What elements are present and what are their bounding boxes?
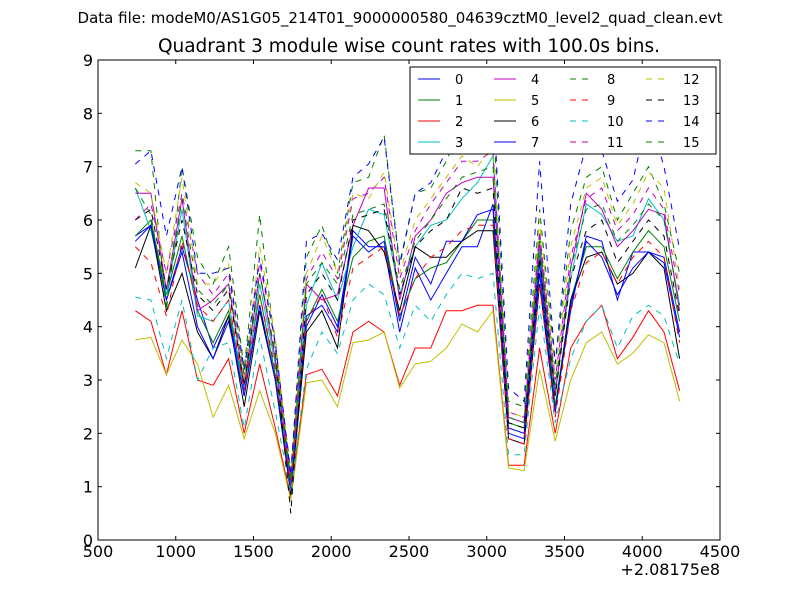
y-tick-label: 1	[83, 478, 93, 497]
x-tick-label: 4500	[700, 542, 741, 561]
legend-label-10: 10	[607, 115, 624, 130]
legend-label-12: 12	[683, 73, 700, 88]
legend-label-7: 7	[531, 136, 539, 151]
y-tick-label: 8	[83, 104, 93, 123]
y-tick-label: 0	[83, 531, 93, 550]
legend-frame	[409, 66, 717, 155]
y-tick-label: 4	[83, 318, 93, 337]
y-tick-label: 3	[83, 371, 93, 390]
series-line-12	[135, 143, 681, 482]
series-line-5	[135, 309, 681, 501]
legend-label-2: 2	[455, 115, 463, 130]
x-axis-offset-label: +2.08175e8	[620, 560, 720, 579]
legend-label-15: 15	[683, 136, 700, 151]
y-tick-label: 9	[83, 51, 93, 70]
y-tick-label: 7	[83, 158, 93, 177]
series-line-6	[134, 223, 681, 495]
legend-label-11: 11	[607, 136, 624, 151]
series-line-14	[134, 96, 681, 477]
series-line-1	[134, 218, 681, 487]
y-tick-label: 6	[83, 211, 93, 230]
x-tick-label: 4000	[622, 542, 663, 561]
x-tick-label: 2000	[311, 542, 352, 561]
series-line-15	[134, 166, 681, 482]
series-line-0	[135, 203, 681, 490]
legend-label-0: 0	[455, 73, 463, 88]
series-line-13	[135, 187, 681, 514]
legend-label-14: 14	[683, 115, 700, 130]
x-tick-label: 2500	[389, 542, 430, 561]
series-line-10	[135, 272, 681, 493]
x-tick-label: 3500	[544, 542, 585, 561]
chart-title: Quadrant 3 module wise count rates with …	[157, 36, 661, 57]
legend-label-4: 4	[531, 73, 539, 88]
legend-label-1: 1	[455, 94, 463, 109]
x-tick-label: 1000	[155, 542, 196, 561]
legend-label-5: 5	[531, 94, 539, 109]
x-tick-label: 500	[83, 542, 114, 561]
series-line-11	[134, 149, 681, 477]
series-line-7	[134, 208, 681, 493]
y-tick-label: 5	[83, 264, 93, 283]
legend-label-6: 6	[531, 115, 539, 130]
series-line-4	[135, 176, 681, 482]
legend-label-3: 3	[455, 136, 463, 151]
legend-label-8: 8	[607, 73, 615, 88]
file-path-title: Data file: modeM0/AS1G05_214T01_90000005…	[77, 9, 723, 27]
y-tick-label: 2	[83, 424, 93, 443]
legend-label-13: 13	[683, 94, 700, 109]
series-line-9	[134, 224, 681, 487]
x-tick-label: 1500	[233, 542, 274, 561]
axis-ticks: 500 1000 1500 2000 2500 3000 3500 4000 450001234…	[83, 51, 741, 561]
series-line-8	[135, 111, 681, 471]
x-tick-label: 3000	[466, 542, 507, 561]
series-lines	[134, 96, 681, 514]
legend-label-9: 9	[607, 94, 615, 109]
